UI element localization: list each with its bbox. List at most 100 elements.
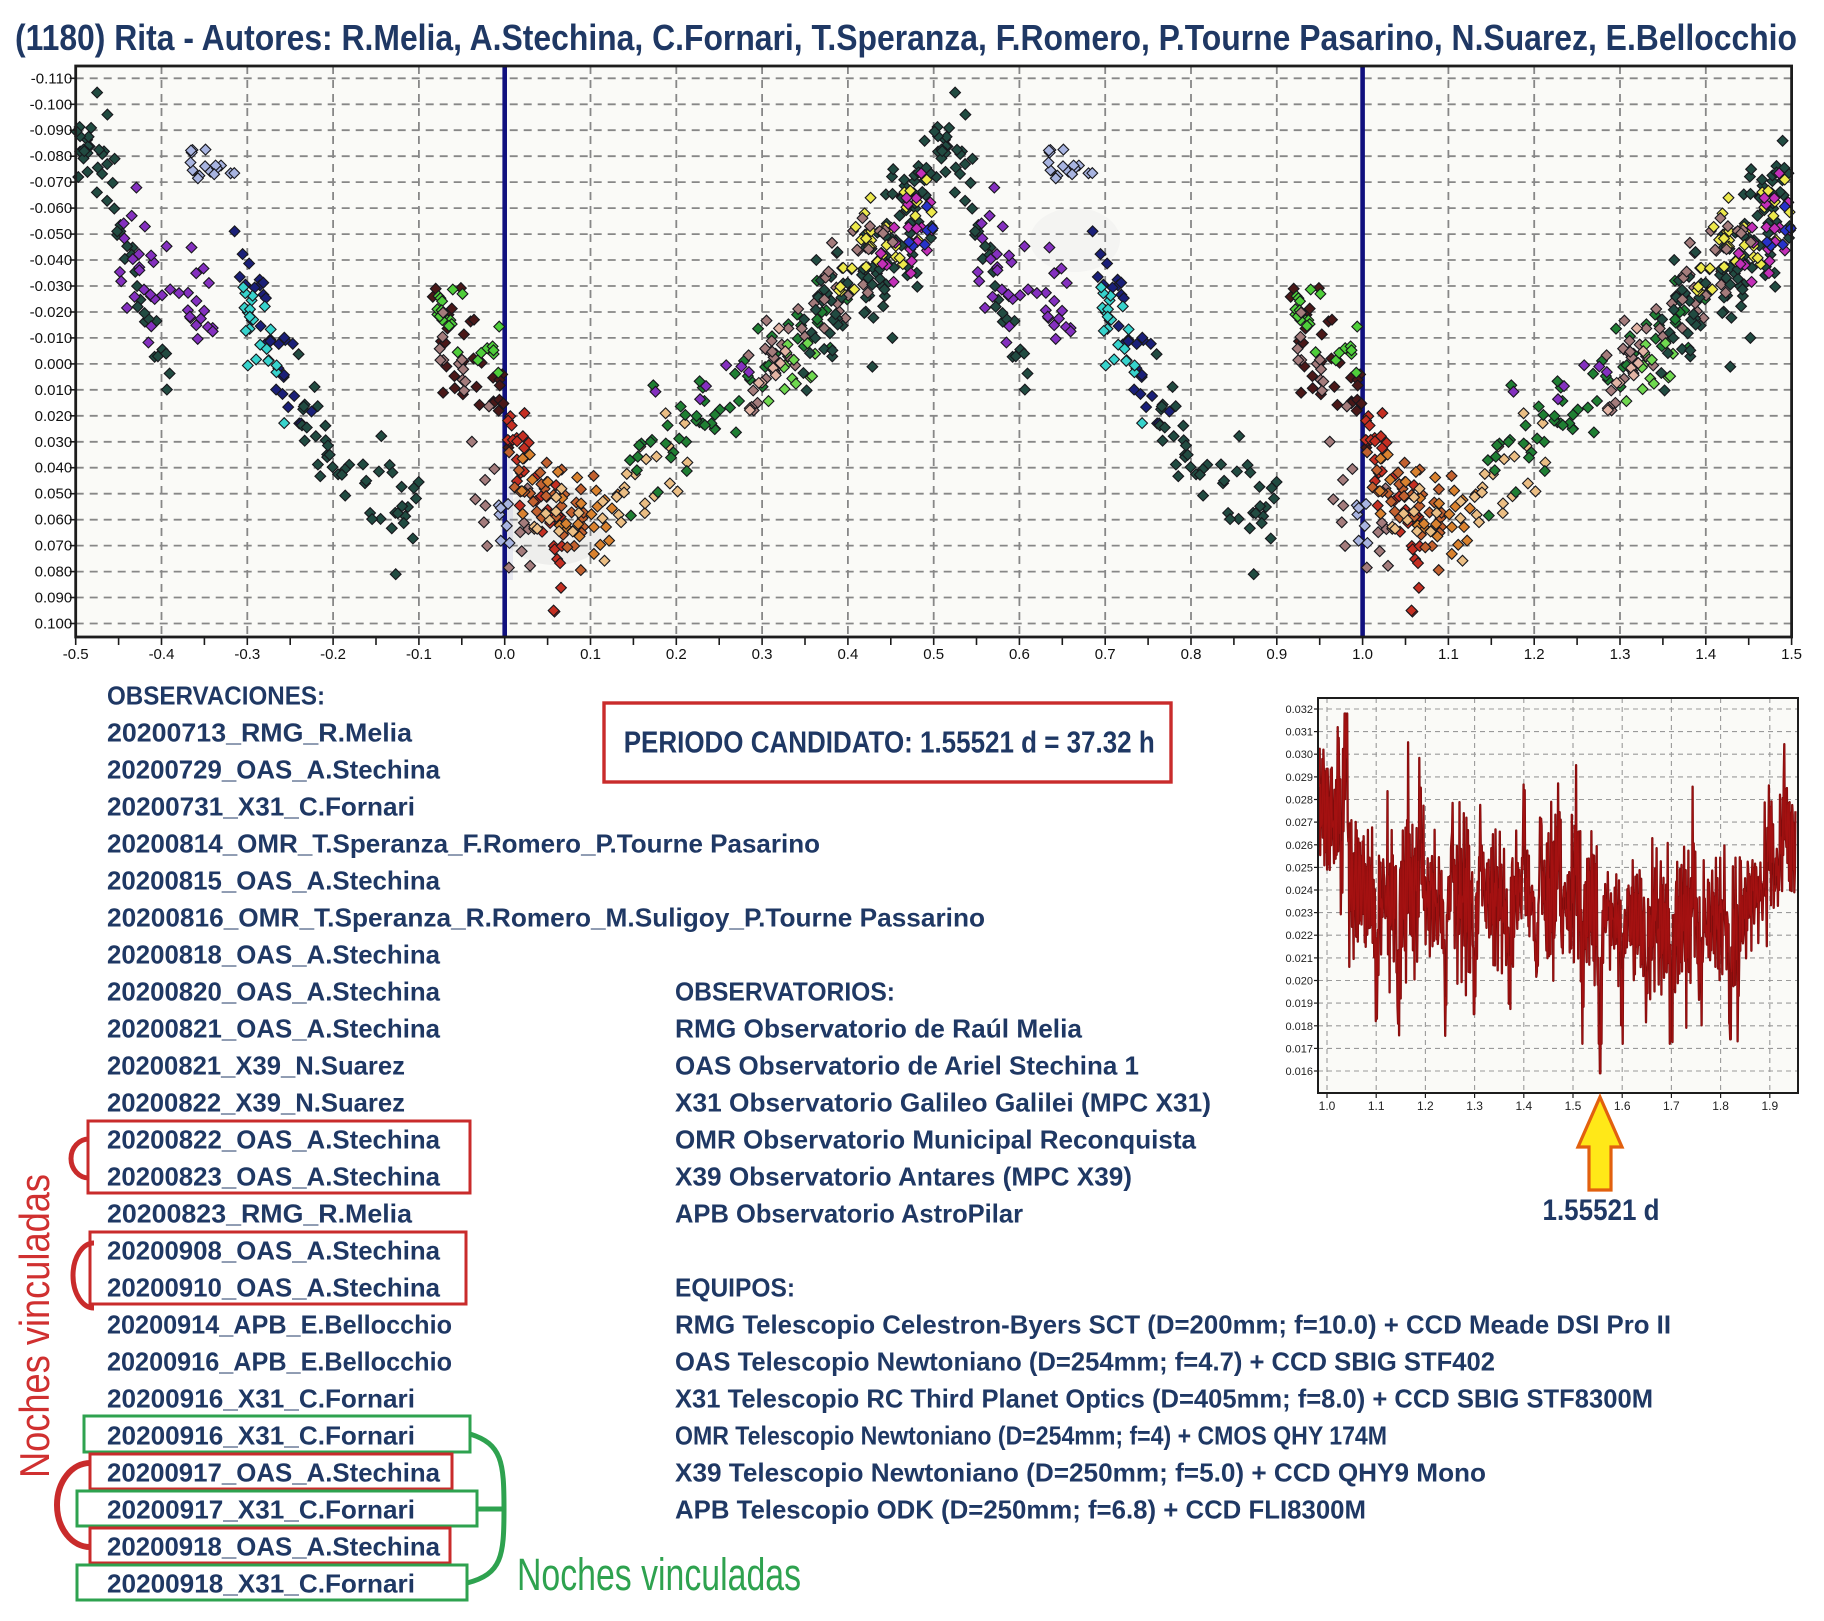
- svg-text:20200822_OAS_A.Stechina: 20200822_OAS_A.Stechina: [107, 1125, 441, 1155]
- svg-text:1.6: 1.6: [1614, 1099, 1631, 1113]
- svg-text:1.0: 1.0: [1319, 1099, 1336, 1113]
- svg-text:0.000: 0.000: [35, 356, 73, 373]
- svg-text:X39 Telescopio Newtoniano (D=2: X39 Telescopio Newtoniano (D=250mm; f=5.…: [675, 1458, 1486, 1488]
- svg-text:20200908_OAS_A.Stechina: 20200908_OAS_A.Stechina: [107, 1236, 441, 1266]
- svg-text:0.020: 0.020: [35, 408, 73, 425]
- svg-text:-0.040: -0.040: [30, 252, 73, 269]
- svg-text:20200818_OAS_A.Stechina: 20200818_OAS_A.Stechina: [107, 940, 441, 970]
- svg-text:-0.5: -0.5: [63, 646, 89, 663]
- svg-text:0.024: 0.024: [1285, 885, 1313, 897]
- svg-text:0.3: 0.3: [752, 646, 773, 663]
- svg-text:0.090: 0.090: [35, 590, 73, 607]
- svg-text:20200820_OAS_A.Stechina: 20200820_OAS_A.Stechina: [107, 977, 441, 1007]
- svg-text:1.1: 1.1: [1438, 646, 1459, 663]
- svg-text:0.030: 0.030: [1285, 749, 1313, 761]
- svg-text:20200916_X31_C.Fornari: 20200916_X31_C.Fornari: [107, 1384, 415, 1414]
- svg-text:0.5: 0.5: [923, 646, 944, 663]
- svg-text:0.020: 0.020: [1285, 976, 1313, 988]
- svg-text:-0.3: -0.3: [234, 646, 260, 663]
- svg-text:OMR Telescopio Newtoniano (D=2: OMR Telescopio Newtoniano (D=254mm; f=4)…: [675, 1421, 1387, 1451]
- svg-text:0.022: 0.022: [1285, 930, 1313, 942]
- svg-text:20200821_OAS_A.Stechina: 20200821_OAS_A.Stechina: [107, 1014, 441, 1044]
- svg-text:20200713_RMG_R.Melia: 20200713_RMG_R.Melia: [107, 718, 413, 748]
- svg-text:0.2: 0.2: [666, 646, 687, 663]
- svg-text:1.0: 1.0: [1352, 646, 1373, 663]
- svg-text:0.100: 0.100: [35, 616, 73, 633]
- svg-text:0.080: 0.080: [35, 564, 73, 581]
- svg-text:APB Telescopio ODK (D=250mm; f: APB Telescopio ODK (D=250mm; f=6.8) + CC…: [675, 1495, 1366, 1525]
- svg-text:-0.050: -0.050: [30, 226, 73, 243]
- svg-text:0.021: 0.021: [1285, 953, 1313, 965]
- svg-text:0.032: 0.032: [1285, 704, 1313, 716]
- svg-text:20200916_X31_C.Fornari: 20200916_X31_C.Fornari: [107, 1421, 415, 1451]
- svg-text:20200917_OAS_A.Stechina: 20200917_OAS_A.Stechina: [107, 1458, 441, 1488]
- svg-text:0.030: 0.030: [35, 434, 73, 451]
- svg-text:-0.070: -0.070: [30, 174, 73, 191]
- svg-text:1.5: 1.5: [1565, 1099, 1582, 1113]
- svg-text:0.8: 0.8: [1181, 646, 1202, 663]
- svg-text:0.017: 0.017: [1285, 1043, 1313, 1055]
- svg-text:20200823_RMG_R.Melia: 20200823_RMG_R.Melia: [107, 1199, 413, 1229]
- svg-text:OAS Telescopio Newtoniano (D=2: OAS Telescopio Newtoniano (D=254mm; f=4.…: [675, 1347, 1495, 1377]
- svg-text:0.026: 0.026: [1285, 840, 1313, 852]
- svg-text:-0.030: -0.030: [30, 278, 73, 295]
- svg-text:X31 Telescopio RC Third Planet: X31 Telescopio RC Third Planet Optics (D…: [675, 1384, 1653, 1414]
- svg-text:X39 Observatorio Antares (MPC: X39 Observatorio Antares (MPC X39): [675, 1162, 1132, 1192]
- svg-text:0.050: 0.050: [35, 486, 73, 503]
- svg-text:0.016: 0.016: [1285, 1066, 1313, 1078]
- svg-text:-0.080: -0.080: [30, 148, 73, 165]
- svg-text:1.55521 d: 1.55521 d: [1543, 1194, 1660, 1227]
- svg-text:1.7: 1.7: [1663, 1099, 1680, 1113]
- svg-text:RMG Telescopio Celestron-Byers: RMG Telescopio Celestron-Byers SCT (D=20…: [675, 1310, 1671, 1340]
- svg-text:1.9: 1.9: [1761, 1099, 1778, 1113]
- svg-text:20200814_OMR_T.Speranza_F.Rome: 20200814_OMR_T.Speranza_F.Romero_P.Tourn…: [107, 829, 820, 859]
- svg-text:-0.2: -0.2: [320, 646, 346, 663]
- svg-text:0.019: 0.019: [1285, 998, 1313, 1010]
- svg-text:-0.110: -0.110: [31, 70, 72, 87]
- svg-text:20200918_OAS_A.Stechina: 20200918_OAS_A.Stechina: [107, 1532, 441, 1562]
- svg-text:-0.010: -0.010: [30, 330, 73, 347]
- svg-text:0.010: 0.010: [35, 382, 73, 399]
- svg-text:0.027: 0.027: [1285, 817, 1313, 829]
- svg-text:20200916_APB_E.Bellocchio: 20200916_APB_E.Bellocchio: [107, 1347, 452, 1377]
- svg-text:-0.4: -0.4: [149, 646, 175, 663]
- svg-text:-0.020: -0.020: [30, 304, 73, 321]
- svg-text:-0.090: -0.090: [30, 122, 73, 139]
- svg-text:0.1: 0.1: [580, 646, 601, 663]
- svg-text:1.4: 1.4: [1515, 1099, 1532, 1113]
- svg-text:0.023: 0.023: [1285, 908, 1313, 920]
- svg-text:0.6: 0.6: [1009, 646, 1030, 663]
- svg-text:X31 Observatorio Galileo Galil: X31 Observatorio Galileo Galilei (MPC X3…: [675, 1088, 1211, 1118]
- svg-text:1.2: 1.2: [1524, 646, 1545, 663]
- svg-text:1.1: 1.1: [1368, 1099, 1385, 1113]
- svg-text:RMG Observatorio de Raúl Melia: RMG Observatorio de Raúl Melia: [675, 1014, 1083, 1044]
- svg-text:0.070: 0.070: [35, 538, 73, 555]
- svg-text:OBSERVATORIOS:: OBSERVATORIOS:: [675, 977, 895, 1007]
- svg-text:0.0: 0.0: [494, 646, 515, 663]
- svg-text:PERIODO CANDIDATO: 1.55521 d =: PERIODO CANDIDATO: 1.55521 d = 37.32 h: [624, 725, 1155, 760]
- svg-text:20200910_OAS_A.Stechina: 20200910_OAS_A.Stechina: [107, 1273, 441, 1303]
- svg-text:0.040: 0.040: [35, 460, 73, 477]
- svg-text:1.5: 1.5: [1781, 646, 1802, 663]
- svg-text:1.4: 1.4: [1695, 646, 1716, 663]
- svg-text:0.060: 0.060: [35, 512, 73, 529]
- svg-text:20200917_X31_C.Fornari: 20200917_X31_C.Fornari: [107, 1495, 415, 1525]
- svg-text:-0.060: -0.060: [30, 200, 73, 217]
- svg-text:0.031: 0.031: [1285, 727, 1313, 739]
- svg-text:-0.100: -0.100: [30, 96, 73, 113]
- svg-text:EQUIPOS:: EQUIPOS:: [675, 1273, 795, 1303]
- svg-text:1.3: 1.3: [1466, 1099, 1483, 1113]
- svg-text:0.4: 0.4: [837, 646, 858, 663]
- svg-text:OBSERVACIONES:: OBSERVACIONES:: [107, 681, 325, 711]
- svg-text:0.7: 0.7: [1095, 646, 1116, 663]
- svg-text:OAS Observatorio de Ariel Stec: OAS Observatorio de Ariel Stechina 1: [675, 1051, 1139, 1081]
- svg-text:0.018: 0.018: [1285, 1021, 1313, 1033]
- svg-text:20200729_OAS_A.Stechina: 20200729_OAS_A.Stechina: [107, 755, 441, 785]
- svg-text:0.9: 0.9: [1266, 646, 1287, 663]
- svg-text:20200731_X31_C.Fornari: 20200731_X31_C.Fornari: [107, 792, 415, 822]
- svg-text:0.025: 0.025: [1285, 862, 1313, 874]
- svg-text:APB Observatorio AstroPilar: APB Observatorio AstroPilar: [675, 1199, 1023, 1229]
- svg-text:Noches vinculadas: Noches vinculadas: [11, 1174, 58, 1478]
- svg-text:-0.1: -0.1: [406, 646, 432, 663]
- svg-text:0.028: 0.028: [1285, 795, 1313, 807]
